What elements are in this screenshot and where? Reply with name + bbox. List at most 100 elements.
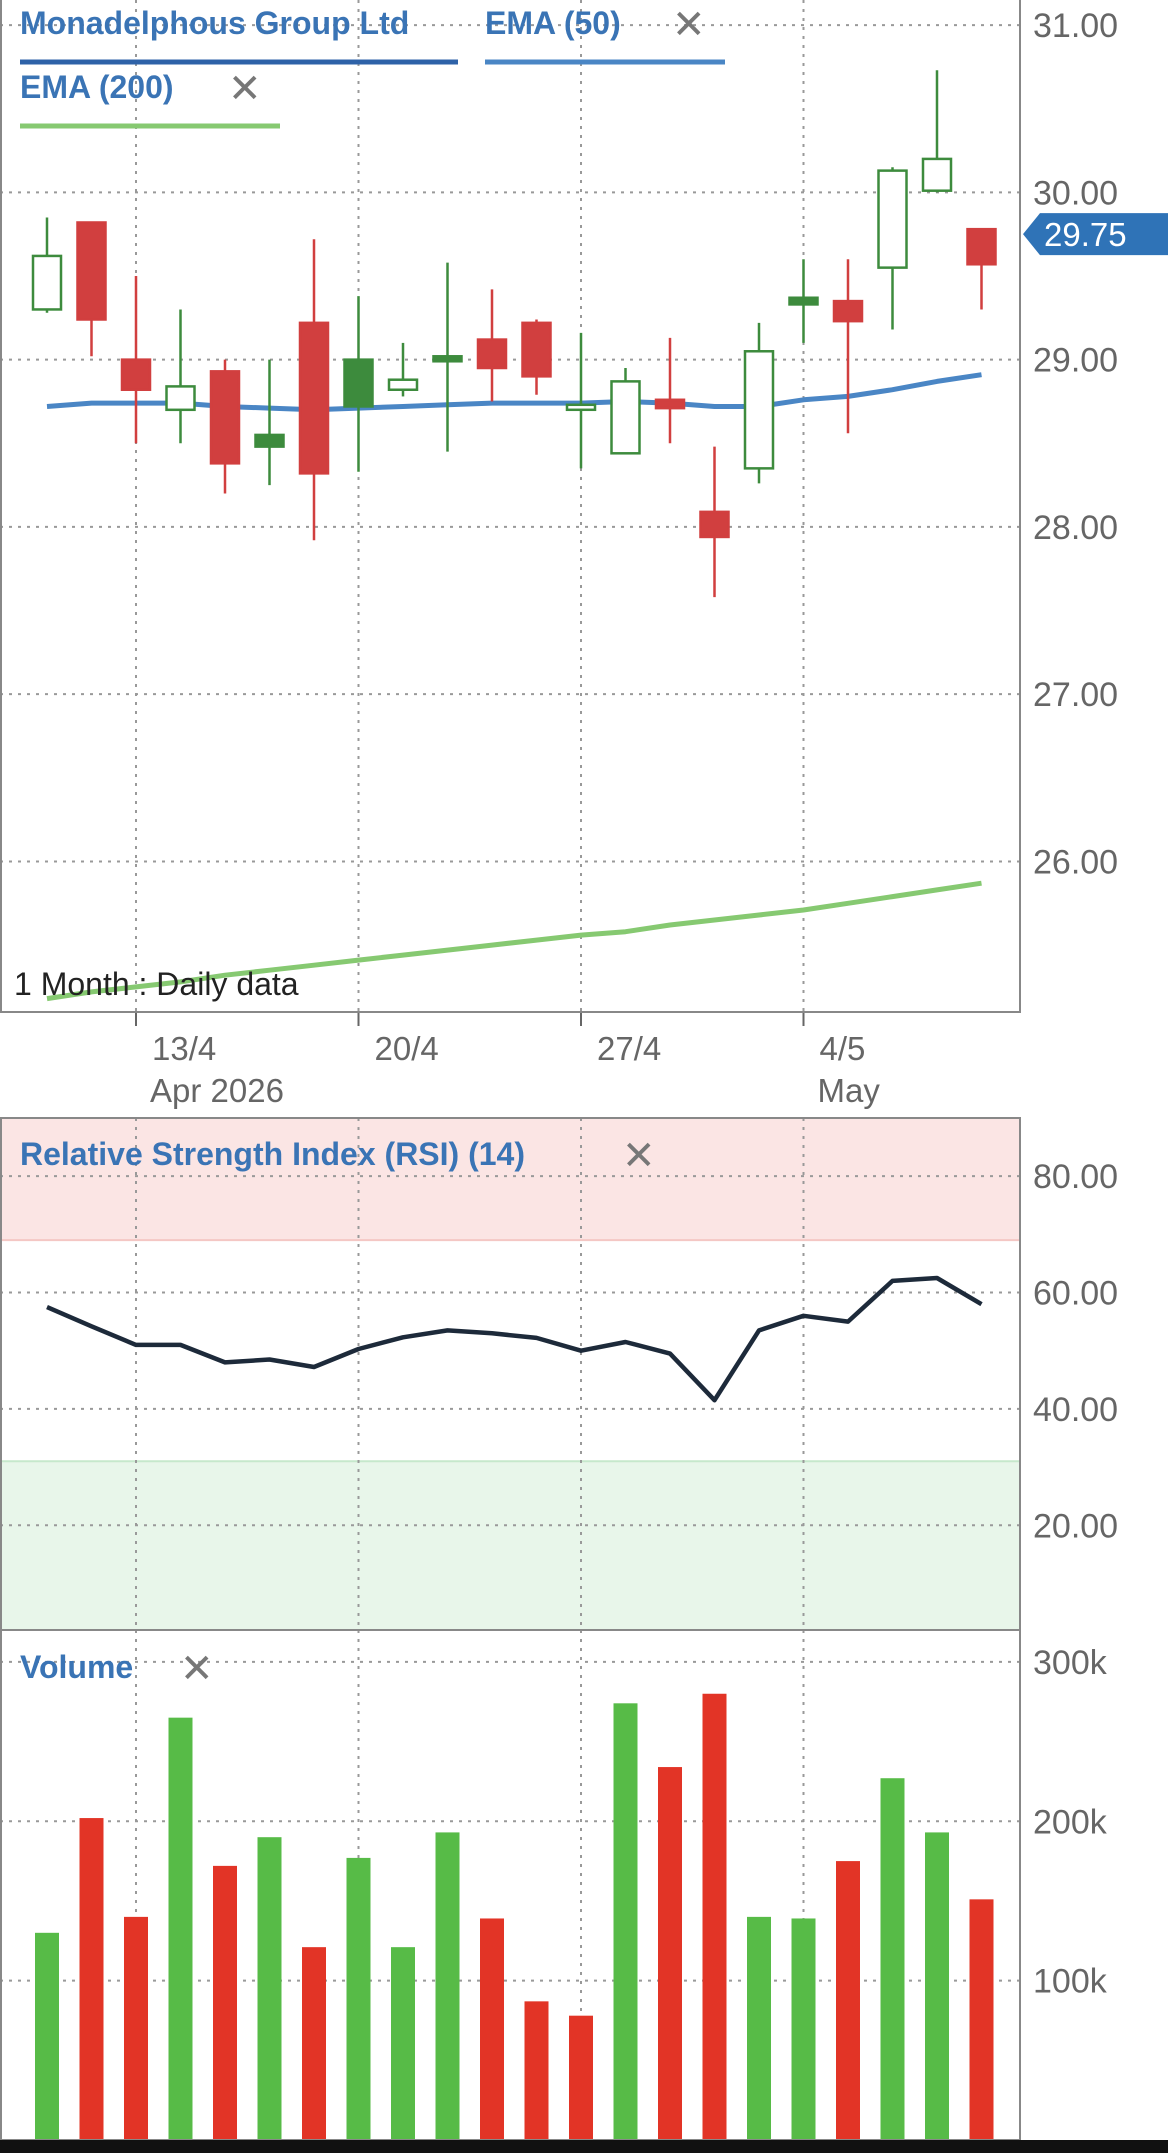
candle-body: [921, 157, 953, 192]
volume-y-tick-label: 200k: [1033, 1803, 1108, 1841]
volume-bar: [480, 1918, 504, 2140]
candle-body: [165, 385, 196, 412]
volume-bar: [969, 1899, 994, 2140]
candle-body: [432, 355, 463, 363]
candles-layer: [31, 70, 997, 598]
remove-rsi-close-icon[interactable]: ✕: [622, 1133, 656, 1179]
volume-bar: [658, 1767, 682, 2140]
candle-body: [966, 227, 997, 266]
price-panel-frame: [0, 0, 1021, 1013]
candle-body: [877, 169, 908, 269]
volume-bar: [79, 1818, 104, 2140]
volume-bar: [35, 1932, 59, 2140]
legend-ema200[interactable]: EMA (200): [20, 69, 174, 105]
candle: [699, 446, 730, 598]
candle-body: [120, 358, 152, 391]
candle-body: [521, 321, 552, 378]
price-y-tick-label: 26.00: [1033, 843, 1118, 881]
price-y-tick-label: 27.00: [1033, 676, 1118, 714]
ema200-line: [46, 880, 982, 1002]
ema200-layer: [46, 880, 982, 1002]
candle-body: [610, 380, 641, 455]
rsi-line: [46, 1275, 983, 1403]
volume-title[interactable]: Volume: [20, 1649, 133, 1685]
volume-bar: [569, 2015, 593, 2140]
candle: [76, 221, 107, 357]
volume-bar: [213, 1865, 237, 2140]
candle: [921, 70, 953, 193]
candle-body: [699, 510, 730, 539]
candle: [298, 239, 330, 541]
last-price-badge: 29.75: [1023, 213, 1168, 256]
candle-body: [654, 398, 686, 410]
volume-bar: [524, 2001, 549, 2140]
volume-bar: [880, 1778, 905, 2140]
candle: [610, 368, 641, 455]
candle-body: [31, 254, 63, 311]
candle: [254, 359, 285, 486]
volume-bar: [168, 1717, 193, 2140]
volume-y-tick-label: 300k: [1033, 1644, 1108, 1682]
volume-bar: [302, 1947, 326, 2140]
candle: [432, 262, 463, 452]
candle: [832, 259, 864, 434]
price-y-tick-label: 28.00: [1033, 509, 1118, 547]
x-month-label: May: [818, 1072, 881, 1109]
candle-body: [76, 221, 107, 321]
volume-y-axis: 300k 200k 100k: [1033, 1644, 1108, 2001]
rsi-line-layer: [46, 1275, 983, 1403]
remove-ema200-close-icon[interactable]: ✕: [228, 66, 262, 112]
remove-volume-close-icon[interactable]: ✕: [180, 1646, 214, 1692]
ema50-line: [46, 372, 982, 413]
x-tick-label: 27/4: [597, 1030, 661, 1067]
candle: [476, 289, 508, 402]
legend-instrument[interactable]: Monadelphous Group Ltd: [20, 5, 409, 41]
candle: [788, 259, 819, 343]
volume-bar: [257, 1837, 282, 2140]
candle-body: [254, 433, 285, 448]
volume-bar: [925, 1832, 949, 2140]
candle-body: [298, 321, 330, 475]
period-note: 1 Month : Daily data: [14, 966, 299, 1002]
price-grid: [0, 0, 1020, 1012]
legend-ema50[interactable]: EMA (50): [485, 5, 621, 41]
volume-bar: [747, 1916, 771, 2140]
candle-body: [209, 370, 241, 465]
candle-body: [743, 350, 775, 470]
candle-body: [343, 358, 374, 408]
volume-bar: [346, 1857, 371, 2140]
volume-y-tick-label: 100k: [1033, 1963, 1108, 2001]
candle: [209, 359, 241, 494]
candle: [343, 296, 374, 472]
x-tick-label: 13/4: [152, 1030, 216, 1067]
rsi-y-tick-label: 40.00: [1033, 1391, 1118, 1429]
candle-body: [565, 403, 597, 412]
price-y-axis: 31.00 30.00 29.00 28.00 27.00 26.00: [1033, 7, 1118, 881]
candle: [387, 342, 419, 397]
bottom-bar: [0, 2140, 1168, 2153]
price-y-tick-label: 29.00: [1033, 342, 1118, 380]
rsi-y-axis: 80.00 60.00 40.00 20.00: [1033, 1158, 1118, 1545]
rsi-overbought-band: [0, 1118, 1020, 1241]
candle: [654, 337, 686, 444]
volume-grid: [0, 1630, 1020, 2140]
price-y-tick-label: 31.00: [1033, 7, 1118, 45]
rsi-grid: [0, 1118, 1020, 1630]
remove-ema50-close-icon[interactable]: ✕: [672, 2, 706, 48]
candle: [877, 167, 908, 330]
candle: [31, 217, 63, 313]
price-y-tick-label: 30.00: [1033, 174, 1118, 212]
x-tick-label: 4/5: [820, 1030, 866, 1067]
rsi-y-tick-label: 60.00: [1033, 1275, 1118, 1313]
rsi-oversold-band: [0, 1461, 1020, 1630]
volume-bar: [613, 1703, 638, 2140]
x-month-label: Apr 2026: [150, 1072, 284, 1109]
rsi-y-tick-label: 20.00: [1033, 1507, 1118, 1545]
last-price-label: 29.75: [1044, 216, 1127, 253]
price-panel: 31.00 30.00 29.00 28.00 27.00 26.00 29.75 Mon…: [0, 0, 1168, 1109]
rsi-y-tick-label: 80.00: [1033, 1158, 1118, 1196]
candle-body: [832, 299, 864, 323]
volume-bar: [435, 1832, 460, 2140]
volume-bar: [391, 1947, 415, 2140]
rsi-title[interactable]: Relative Strength Index (RSI) (14): [20, 1136, 525, 1172]
